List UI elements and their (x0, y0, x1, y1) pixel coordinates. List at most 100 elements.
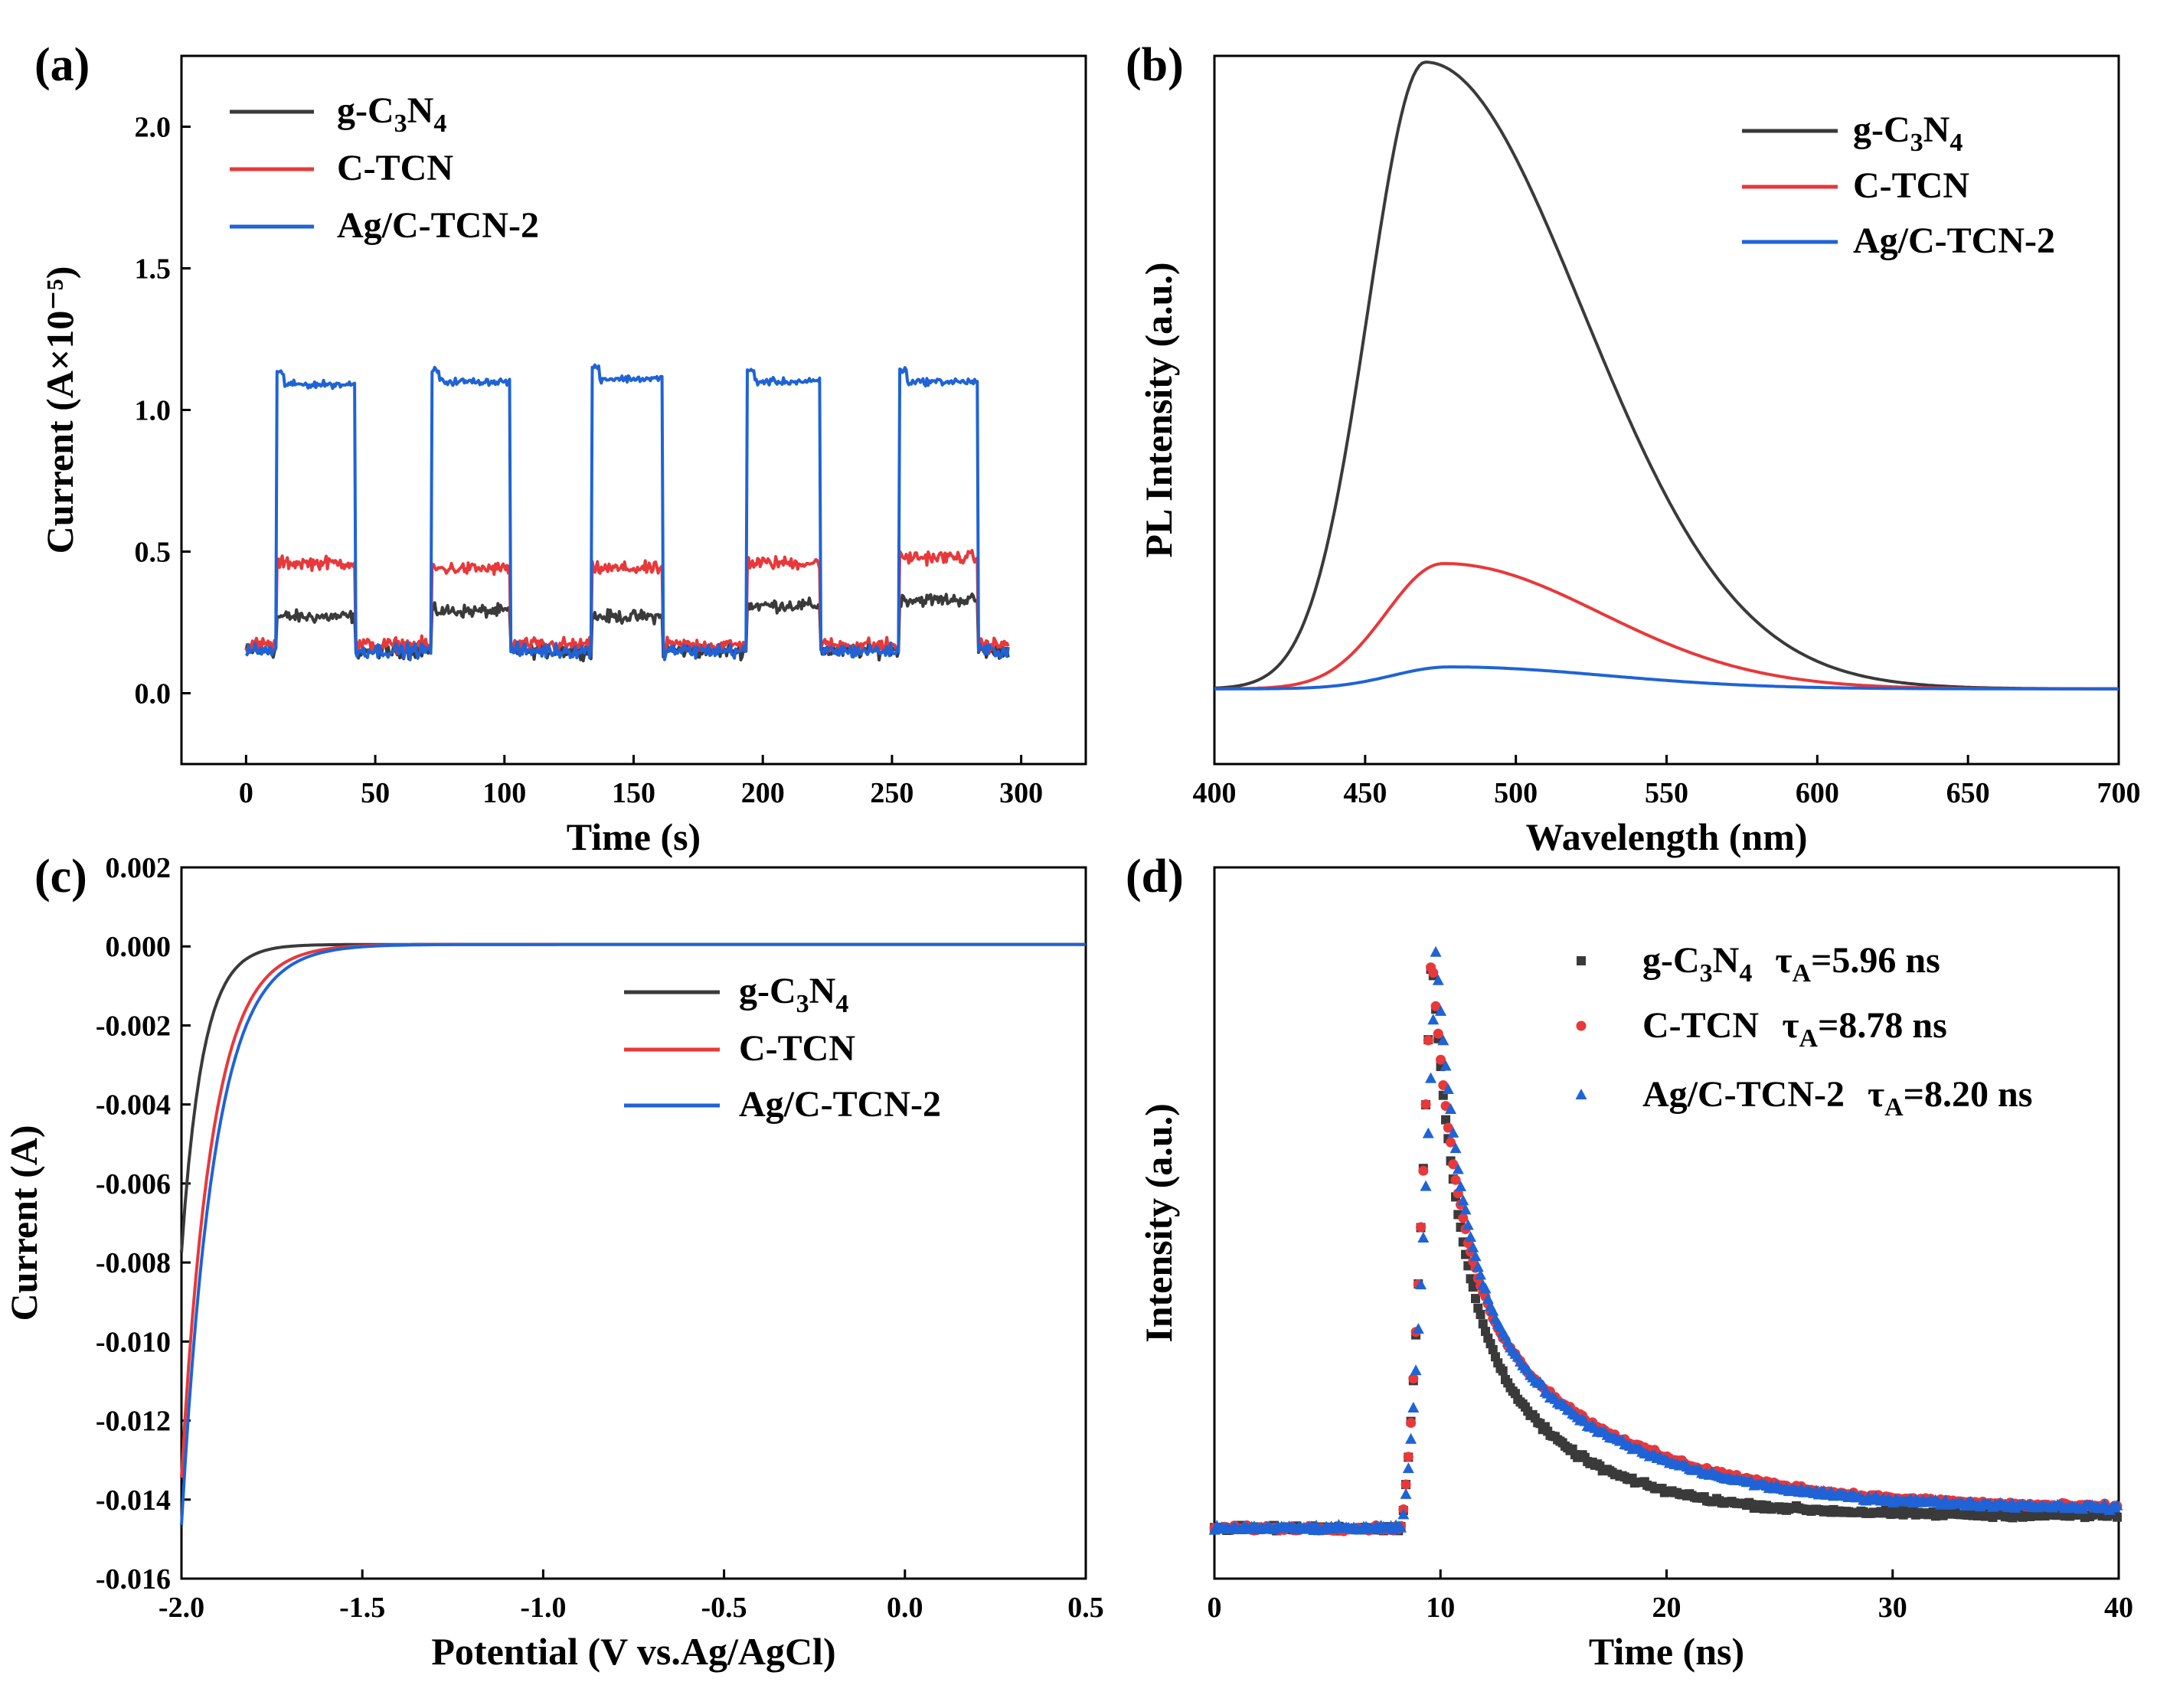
marker-ag_ctcn2 (1422, 1127, 1434, 1138)
y-tick-label: 0.5 (135, 537, 172, 569)
marker-c_tcn (1433, 1028, 1443, 1039)
series-line-c_tcn (1214, 562, 2119, 691)
x-tick-label: 250 (870, 777, 913, 809)
marker-c_tcn (1450, 1174, 1461, 1185)
legend-label-c_tcn: C-TCN (337, 148, 453, 188)
x-tick-label: 0 (239, 777, 253, 809)
y-tick-label: 0.000 (106, 931, 172, 963)
x-axis-label: Wavelength (nm) (1525, 815, 1807, 858)
marker-ag_ctcn2 (1472, 1261, 1484, 1272)
marker-ag_ctcn2 (1447, 1126, 1459, 1138)
legend-tau-ag_ctcn2: τA=8.20 ns (1868, 1074, 2032, 1122)
plot-frame-b (1213, 54, 2120, 766)
marker-c_tcn (1438, 1079, 1449, 1090)
x-tick-label: -0.5 (701, 1592, 747, 1624)
marker-c_tcn (1416, 1222, 1427, 1233)
y-tick-label: -0.014 (96, 1484, 171, 1517)
x-tick-label: 650 (1946, 777, 1990, 809)
marker-ag_ctcn2 (1475, 1269, 1487, 1280)
series-line-ag_ctcn2 (180, 942, 1086, 1526)
legend-label-g_c3n4: g-C3N4 (739, 971, 848, 1018)
y-axis-label: Current (A) (2, 1125, 45, 1321)
marker-ag_ctcn2 (1437, 1034, 1449, 1046)
marker-c_tcn (1443, 1122, 1453, 1133)
legend-label-ag_ctcn2: Ag/C-TCN-2 (1642, 1074, 1845, 1115)
x-tick-label: -1.5 (339, 1592, 385, 1624)
x-tick-label: 200 (741, 777, 785, 809)
legend-label-c_tcn: C-TCN (1853, 165, 1969, 206)
y-tick-label: -0.012 (96, 1406, 171, 1438)
y-tick-label: -0.006 (96, 1168, 171, 1200)
marker-ag_ctcn2 (1395, 1521, 1407, 1533)
marker-ag_ctcn2 (1417, 1232, 1430, 1243)
series-line-c_tcn (180, 942, 1086, 1478)
series-markers-c_tcn (1209, 962, 2123, 1537)
marker-g_c3n4 (2112, 1512, 2122, 1522)
marker-ag_ctcn2 (1465, 1231, 1477, 1243)
marker-c_tcn (1406, 1417, 1417, 1428)
legend-label-ag_ctcn2: Ag/C-TCN-2 (1853, 220, 2055, 261)
x-tick-label: 150 (612, 777, 655, 809)
y-tick-label: 0.002 (106, 852, 172, 884)
marker-ag_ctcn2 (1449, 1142, 1462, 1154)
marker-ag_ctcn2 (1412, 1322, 1424, 1334)
x-tick-label: 40 (2104, 1592, 2133, 1624)
x-tick-label: -1.0 (520, 1592, 566, 1624)
marker-c_tcn (1400, 1479, 1411, 1490)
marker-ag_ctcn2 (1420, 1180, 1432, 1191)
legend-label-ag_ctcn2: Ag/C-TCN-2 (739, 1084, 941, 1125)
marker-ag_ctcn2 (1459, 1203, 1472, 1215)
y-tick-label: -0.002 (96, 1010, 171, 1042)
marker-g_c3n4 (1488, 1344, 1498, 1354)
marker-c_tcn (1420, 1099, 1431, 1109)
marker-ag_ctcn2 (1467, 1241, 1479, 1252)
legend-label-ag_ctcn2: Ag/C-TCN-2 (337, 205, 539, 246)
marker-ag_ctcn2 (1427, 1014, 1440, 1025)
marker-g_c3n4 (1468, 1282, 1478, 1292)
y-tick-label: -0.016 (96, 1563, 171, 1595)
legend-marker-ag_ctcn2 (1575, 1089, 1587, 1099)
legend-label-g_c3n4: g-C3N4 (337, 90, 446, 138)
marker-ag_ctcn2 (1425, 1072, 1437, 1083)
legend-marker-g_c3n4 (1577, 956, 1586, 965)
series-line-ag_ctcn2 (1214, 665, 2119, 691)
legend-label-g_c3n4: g-C3N4 (1853, 109, 1963, 157)
marker-g_c3n4 (1466, 1274, 1476, 1284)
legend-label-c_tcn: C-TCN (1642, 1005, 1759, 1046)
marker-c_tcn (1418, 1165, 1429, 1176)
y-tick-label: 0.0 (135, 678, 172, 710)
y-tick-label: 1.5 (135, 253, 172, 286)
y-axis-label: Intensity (a.u.) (1137, 1103, 1180, 1343)
chart-panel-d: 0 10 20 30 40 Time (ns) Intensity (a.u.) (d) g-C… (1126, 851, 2133, 1673)
x-axis-label: Time (ns) (1589, 1630, 1744, 1673)
marker-c_tcn (1403, 1452, 1413, 1462)
marker-ag_ctcn2 (1487, 1305, 1499, 1316)
marker-ag_ctcn2 (1430, 945, 1442, 957)
marker-ag_ctcn2 (1457, 1194, 1469, 1206)
marker-c_tcn (1446, 1137, 1456, 1148)
marker-c_tcn (1436, 1054, 1446, 1065)
marker-ag_ctcn2 (1469, 1250, 1482, 1262)
marker-ag_ctcn2 (1400, 1488, 1412, 1499)
marker-ag_ctcn2 (1432, 974, 1444, 985)
x-tick-label: 100 (482, 777, 526, 809)
x-tick-label: 20 (1652, 1592, 1681, 1624)
marker-ag_ctcn2 (1402, 1462, 1414, 1474)
x-tick-label: -2.0 (159, 1592, 204, 1624)
marker-ag_ctcn2 (1397, 1508, 1410, 1520)
x-tick-label: 700 (2097, 777, 2141, 809)
x-tick-label: 30 (1878, 1592, 1907, 1624)
x-tick-label: 550 (1645, 777, 1688, 809)
panel-label: (b) (1126, 39, 1184, 91)
legend-tau-c_tcn: τA=8.78 ns (1782, 1005, 1946, 1053)
marker-ag_ctcn2 (1405, 1432, 1417, 1444)
marker-g_c3n4 (1478, 1319, 1488, 1329)
y-axis-label: PL Intensity (a.u.) (1137, 262, 1180, 557)
series-line-g_c3n4 (1214, 60, 2119, 691)
x-tick-label: 0.0 (887, 1592, 923, 1624)
x-tick-label: 450 (1343, 777, 1387, 809)
y-tick-label: -0.004 (96, 1089, 171, 1122)
marker-c_tcn (1408, 1373, 1419, 1384)
x-tick-label: 50 (361, 777, 390, 809)
